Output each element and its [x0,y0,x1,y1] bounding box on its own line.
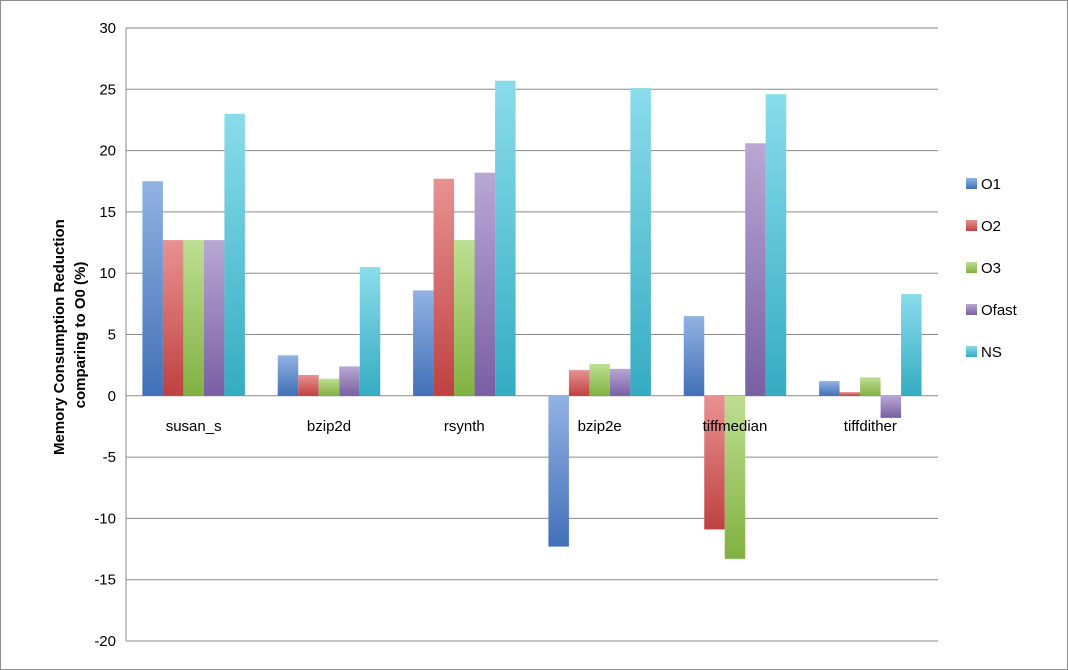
bar-o2-tiffmedian [704,395,725,530]
legend-swatch [966,220,977,231]
bar-o2-tiffdither [839,392,861,396]
bar-o1-bzip2e [548,395,569,547]
bar-o2-bzip2d [298,374,319,396]
y-tick-label: 10 [99,265,116,282]
y-tick-label: 25 [99,81,116,98]
y-tick-label: 30 [99,20,116,37]
y-axis-label-line-2: comparing to O0 (%) [72,262,89,409]
bar-o3-tiffdither [860,377,881,396]
category-label: rsynth [444,418,485,435]
legend: O1 O2 O3 Ofast NS [966,176,1018,361]
bar-o1-susan-s [142,181,163,396]
legend-label: O1 [981,176,1001,193]
bar-o1-tiffdither [819,381,840,396]
bar-ns-bzip2d [359,267,381,396]
y-tick-label: 20 [99,143,116,160]
legend-swatch [966,178,977,189]
bar-ofast-tiffmedian [745,143,766,396]
bars [142,80,922,559]
category-label: tiffmedian [703,418,768,435]
y-tick-label: 15 [99,204,116,221]
y-tick-label: -15 [94,572,116,589]
bar-ns-tiffmedian [765,94,787,396]
bar-o1-tiffmedian [683,316,705,396]
y-axis-label-line-1: Memory Consumption Reduction [51,219,68,455]
category-label: susan_s [166,418,222,435]
legend-label: Ofast [981,302,1018,319]
bar-ofast-tiffdither [880,395,902,418]
bar-o2-bzip2e [568,370,590,396]
y-tick-label: 5 [108,327,116,344]
legend-swatch [966,304,977,315]
bar-ofast-susan-s [203,240,225,396]
legend-item-ofast: Ofast [966,302,1018,319]
y-axis-label: Memory Consumption Reduction comparing t… [51,215,89,455]
legend-swatch [966,262,977,273]
bar-o3-rsynth [454,240,475,396]
bar-ns-rsynth [495,80,516,396]
y-tick-label: -10 [94,510,116,527]
y-tick-label: 0 [108,388,116,405]
category-label: bzip2e [578,418,622,435]
bar-ns-susan-s [224,113,245,396]
legend-label: O2 [981,218,1001,235]
bar-o1-rsynth [413,290,434,396]
bar-ns-bzip2e [630,88,651,396]
bar-o3-bzip2e [589,363,610,396]
y-tick-label: -5 [103,449,116,466]
gridlines [125,27,938,642]
bar-ofast-bzip2e [609,368,631,396]
category-label: tiffdither [844,418,897,435]
legend-item-o3: O3 [966,260,1001,277]
legend-label: NS [981,344,1002,361]
category-label: bzip2d [307,418,351,435]
legend-item-o2: O2 [966,218,1001,235]
bar-o2-rsynth [433,178,455,396]
bar-o3-tiffmedian [724,395,746,559]
bar-ofast-rsynth [474,172,496,396]
bar-o2-susan-s [162,240,184,396]
bar-ns-tiffdither [901,294,922,396]
legend-item-o1: O1 [966,176,1001,193]
y-tick-label: -20 [94,633,116,650]
category-labels: susan_s bzip2d rsynth bzip2e tiffmedian tiffd… [166,418,897,435]
y-tick-labels: 30 25 20 15 10 5 0 -5 -10 -15 -20 [94,20,116,650]
bar-ofast-bzip2d [339,366,360,396]
legend-item-ns: NS [966,344,1002,361]
legend-label: O3 [981,260,1001,277]
bar-o1-bzip2d [277,355,299,396]
bar-o3-susan-s [183,240,204,396]
legend-swatch [966,346,977,357]
bar-o3-bzip2d [318,378,340,396]
